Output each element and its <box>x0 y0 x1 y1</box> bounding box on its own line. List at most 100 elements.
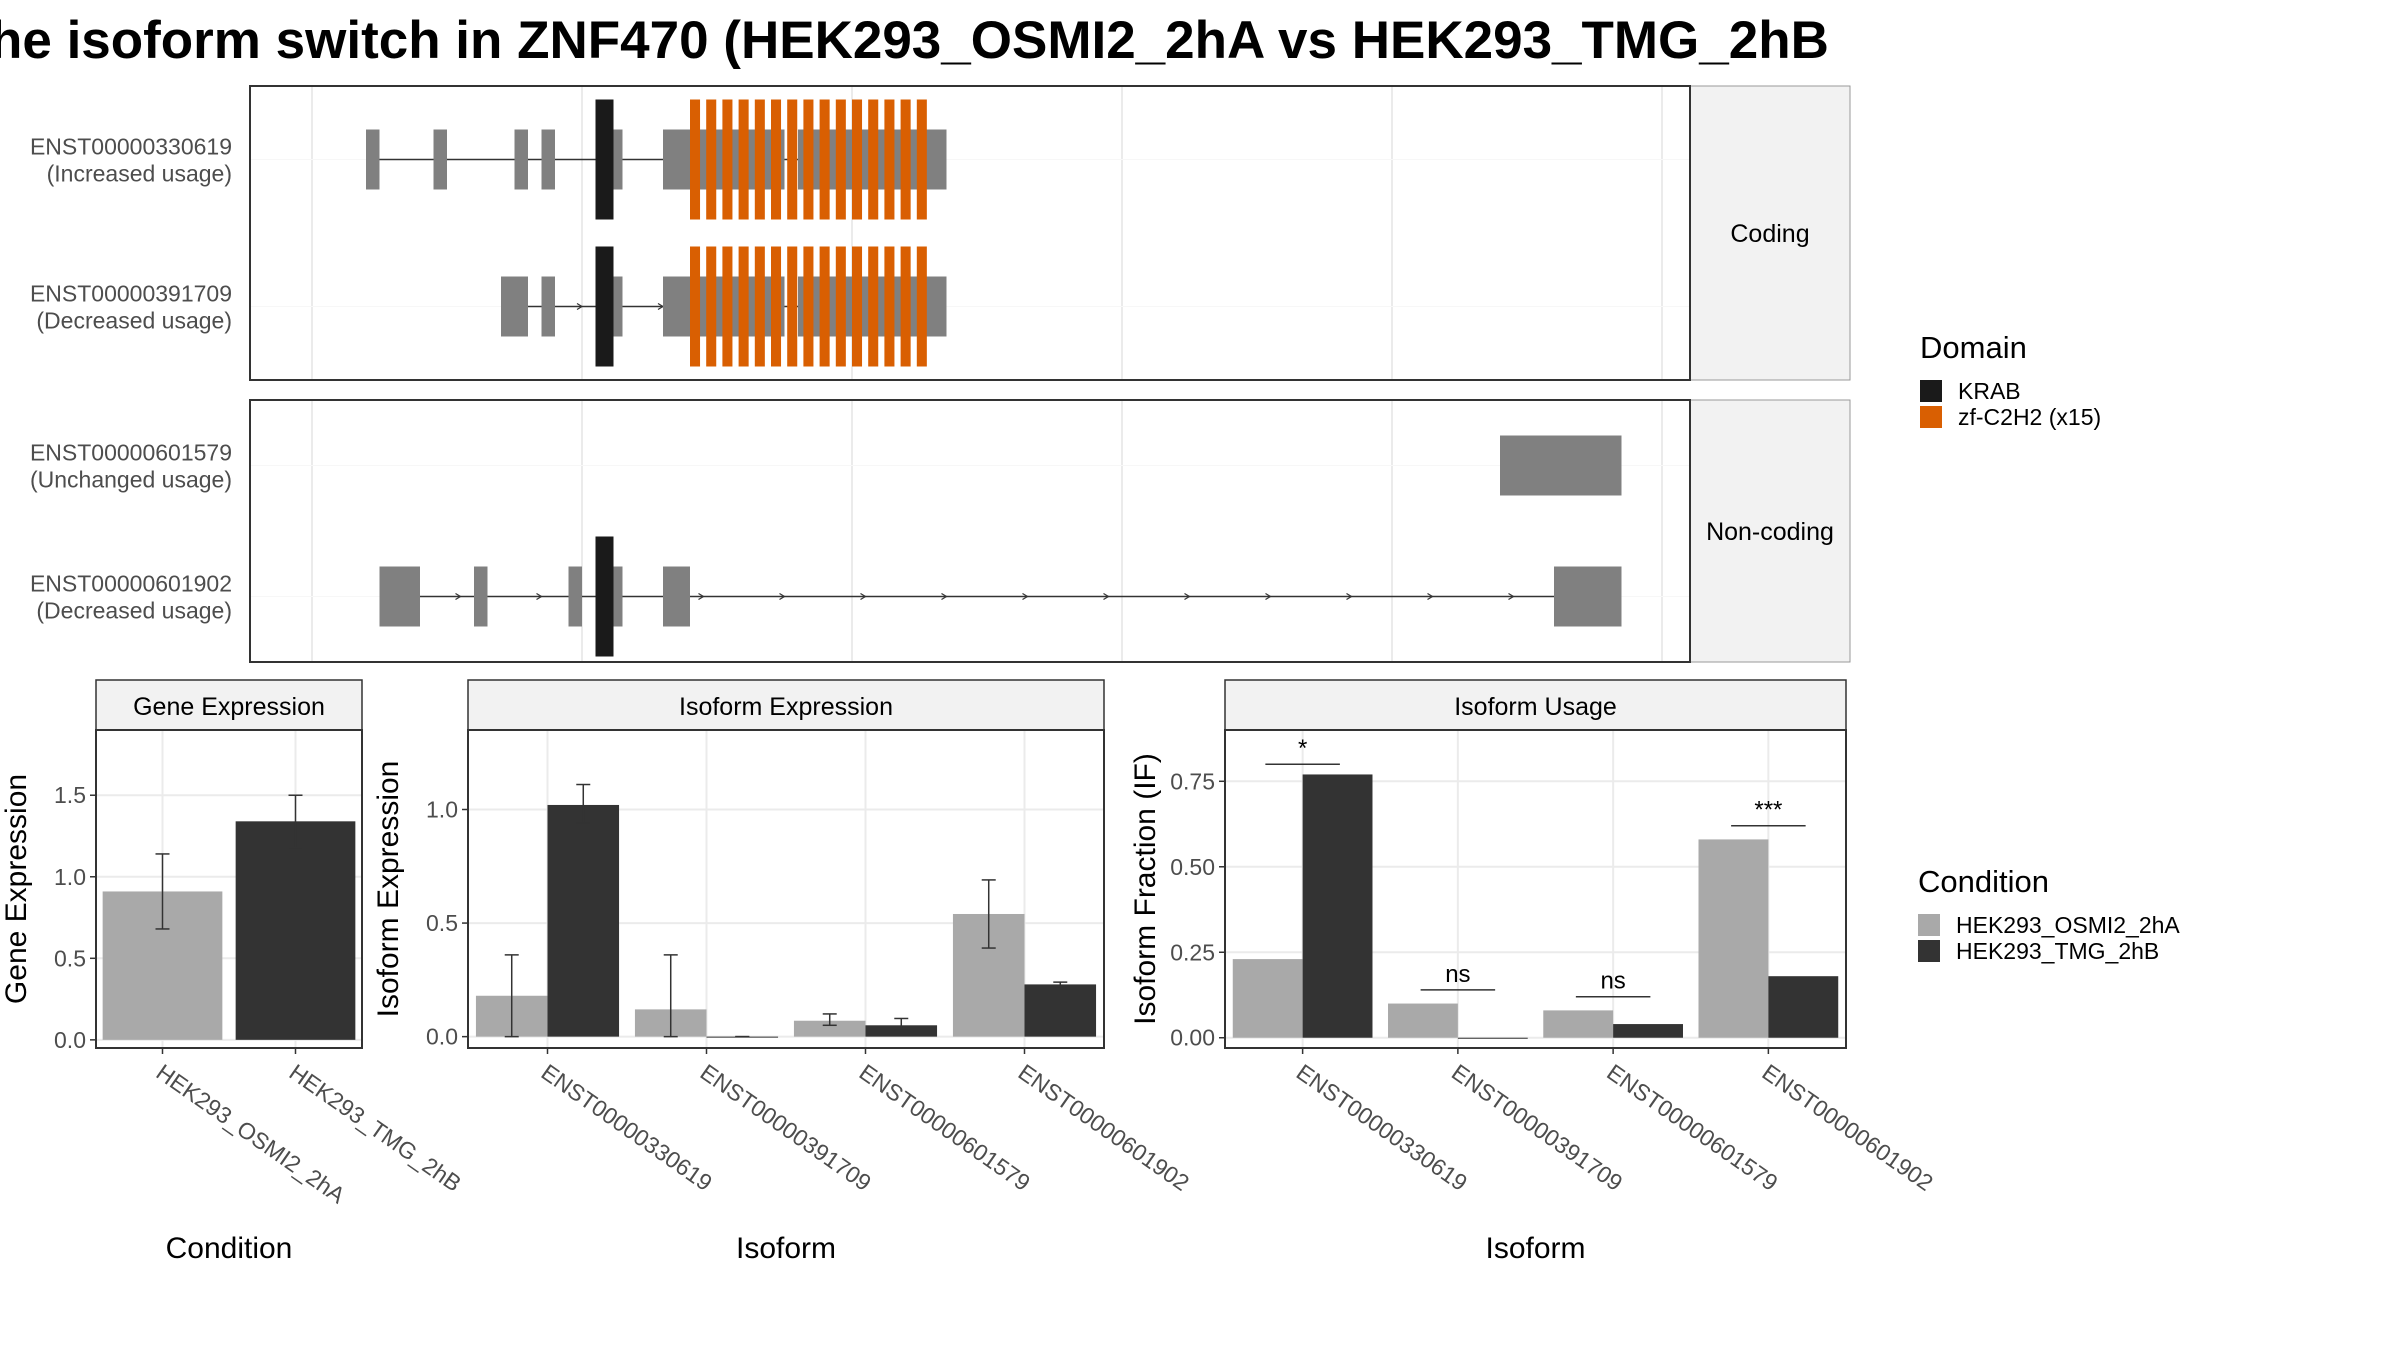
bar <box>1613 1024 1683 1038</box>
significance-label: * <box>1298 735 1307 762</box>
zf-c2h2-domain <box>771 246 782 367</box>
x-tick-label: ENST00000601902 <box>1014 1059 1194 1196</box>
transcript-usage-label: (Increased usage) <box>47 161 232 187</box>
domain-legend-title: Domain <box>1920 330 2027 365</box>
y-tick-label: 0.0 <box>54 1027 86 1053</box>
x-tick-label: ENST00000391709 <box>1447 1059 1627 1196</box>
exon <box>663 566 690 627</box>
exon <box>501 276 528 337</box>
zf-c2h2-domain <box>722 246 733 367</box>
y-axis-title: Isoform Fraction (IF) <box>1129 753 1162 1025</box>
significance-label: *** <box>1754 797 1782 824</box>
krab-domain <box>595 246 614 367</box>
page-title: he isoform switch in ZNF470 (HEK293_OSMI… <box>0 11 1829 70</box>
krab-domain <box>595 99 614 220</box>
chart-strip-label: Isoform Usage <box>1454 693 1617 721</box>
y-tick-label: 1.0 <box>426 797 458 823</box>
direction-arrow <box>1346 592 1353 601</box>
domain-legend-label: KRAB <box>1958 378 2021 404</box>
direction-arrow <box>1427 592 1434 601</box>
panel-strip-label: Coding <box>1730 220 1809 248</box>
zf-c2h2-domain <box>803 99 814 220</box>
bar <box>547 804 620 1037</box>
zf-c2h2-domain <box>754 99 765 220</box>
bar <box>1457 1037 1528 1039</box>
direction-arrow <box>536 592 543 601</box>
transcript-usage-label: (Decreased usage) <box>36 598 232 624</box>
domain-legend-swatch <box>1920 406 1942 428</box>
condition-legend-label: HEK293_TMG_2hB <box>1956 938 2159 964</box>
chart-strip <box>1224 679 1847 731</box>
exon <box>1567 566 1622 627</box>
condition-legend-title: Condition <box>1918 864 2049 899</box>
exon <box>541 129 555 190</box>
exon <box>568 566 582 627</box>
structure-panel-bg <box>250 400 1690 662</box>
zf-c2h2-domain <box>884 99 895 220</box>
krab-domain <box>595 536 614 657</box>
y-tick-label: 1.5 <box>54 782 86 808</box>
bar <box>793 1020 866 1037</box>
zf-c2h2-domain <box>771 99 782 220</box>
panel-strip-0 <box>1689 85 1851 381</box>
zf-c2h2-domain <box>835 99 846 220</box>
bar <box>1232 959 1303 1038</box>
exon <box>366 129 380 190</box>
direction-arrow <box>1265 592 1272 601</box>
chart-strip-label: Gene Expression <box>133 693 325 721</box>
condition-legend-label: HEK293_OSMI2_2hA <box>1956 912 2180 938</box>
transcript-usage-label: (Decreased usage) <box>36 308 232 334</box>
bar <box>1388 1003 1458 1038</box>
x-tick-label: ENST00000601579 <box>855 1059 1035 1196</box>
direction-arrow <box>860 592 867 601</box>
domain-legend-label: zf-C2H2 (x15) <box>1958 404 2101 430</box>
direction-arrow <box>576 302 584 311</box>
bar <box>1024 984 1097 1037</box>
exon <box>379 566 420 627</box>
y-tick-label: 0.5 <box>426 910 458 936</box>
zf-c2h2-domain <box>900 99 911 220</box>
chart-plot-border <box>95 729 363 1049</box>
exon <box>433 129 447 190</box>
structure-panel-border <box>249 399 1691 663</box>
exon <box>541 276 555 337</box>
x-tick-label: ENST00000330619 <box>537 1059 717 1196</box>
bar <box>1768 976 1839 1038</box>
transcript-id-label: ENST00000601902 <box>30 571 232 597</box>
condition-legend-swatch <box>1918 940 1940 962</box>
chart-plot-border <box>467 729 1105 1049</box>
x-axis-title: Isoform <box>1485 1232 1585 1265</box>
significance-label: ns <box>1600 968 1625 995</box>
zf-c2h2-domain <box>852 99 863 220</box>
zf-c2h2-domain <box>819 99 830 220</box>
direction-arrow <box>779 592 786 601</box>
direction-arrow <box>1103 592 1110 601</box>
zf-c2h2-domain <box>738 99 749 220</box>
zf-c2h2-domain <box>706 99 717 220</box>
zf-c2h2-domain <box>787 246 798 367</box>
direction-arrow <box>1184 592 1191 601</box>
transcript-usage-label: (Unchanged usage) <box>30 467 232 493</box>
x-axis-title: Condition <box>166 1232 293 1265</box>
zf-c2h2-domain <box>868 246 879 367</box>
chart-strip <box>467 679 1105 731</box>
y-axis-title: Gene Expression <box>0 774 33 1004</box>
zf-c2h2-domain <box>706 246 717 367</box>
x-axis-title: Isoform <box>736 1232 836 1265</box>
zf-c2h2-domain <box>754 246 765 367</box>
bar <box>235 821 356 1040</box>
direction-arrow <box>1508 592 1515 601</box>
zf-c2h2-domain <box>819 246 830 367</box>
y-tick-label: 0.50 <box>1170 854 1215 880</box>
y-tick-label: 1.0 <box>54 864 86 890</box>
chart-strip <box>95 679 363 731</box>
exon <box>474 566 488 627</box>
zf-c2h2-domain <box>900 246 911 367</box>
zf-c2h2-domain <box>803 246 814 367</box>
exon <box>1500 435 1622 496</box>
significance-label: ns <box>1445 961 1470 988</box>
exon <box>1554 566 1568 627</box>
direction-arrow <box>455 592 462 601</box>
zf-c2h2-domain <box>690 99 701 220</box>
